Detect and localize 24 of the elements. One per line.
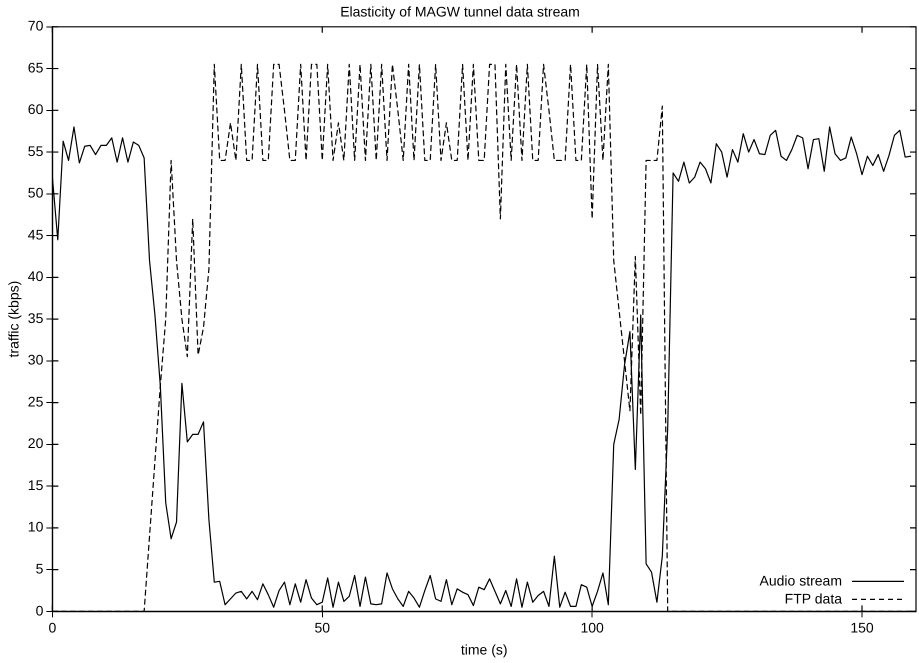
y-tick-label: 40 [28,268,44,284]
y-tick-label: 35 [28,310,44,326]
y-tick-label: 20 [28,435,44,452]
y-tick-label: 60 [28,101,44,118]
y-axis-title: traffic (kbps) [5,280,22,358]
x-tick-label: 100 [580,620,604,636]
y-tick-label: 50 [28,184,44,201]
y-tick-label: 65 [28,59,44,76]
x-tick-label: 150 [850,620,874,636]
y-tick-label: 70 [28,18,44,34]
y-tick-label: 55 [28,142,44,159]
y-tick-label: 10 [28,518,44,535]
y-tick-label: 5 [36,560,44,576]
y-tick-label: 30 [28,352,44,368]
y-tick-label: 0 [36,602,44,618]
x-tick-label: 0 [48,620,56,636]
y-tick-label: 45 [28,226,44,242]
y-tick-label: 15 [28,476,44,493]
chart-title: Elasticity of MAGW tunnel data stream [340,3,580,20]
x-tick-label: 50 [314,620,330,636]
legend-label: FTP data [784,590,842,606]
y-tick-label: 25 [28,393,44,410]
legend-label: Audio stream [760,572,842,588]
x-axis-title: time (s) [460,641,508,658]
